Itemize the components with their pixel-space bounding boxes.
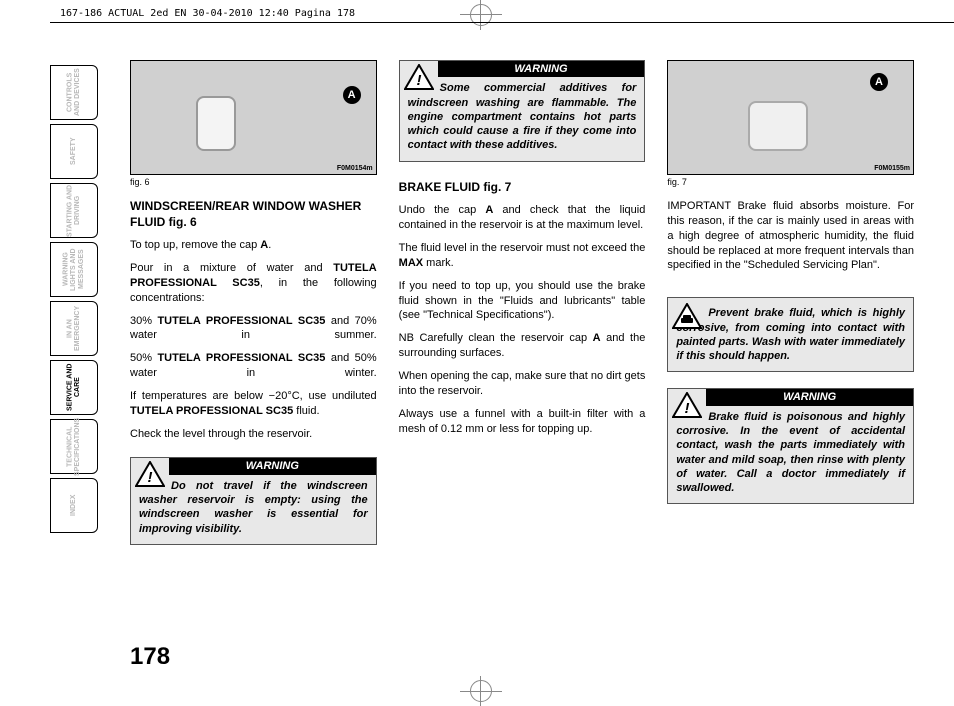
- warning-icon: !: [404, 64, 434, 90]
- side-tab: STARTING AND DRIVING: [50, 183, 98, 238]
- caution-box: Prevent brake fluid, which is highly cor…: [667, 297, 914, 372]
- warning-box: ! WARNING Brake fluid is poisonous and h…: [667, 388, 914, 504]
- warning-label: WARNING: [706, 389, 913, 405]
- body-text: If you need to top up, you should use th…: [399, 279, 646, 324]
- side-tab: SAFETY: [50, 124, 98, 179]
- figure-6: A F0M0154m: [130, 60, 377, 175]
- body-text: If temperatures are below −20°C, use und…: [130, 389, 377, 419]
- figure-code: F0M0155m: [874, 165, 910, 172]
- side-tab: TECHNICAL SPECIFICATIONS: [50, 419, 98, 474]
- warning-text: Some commercial additives for windscreen…: [408, 81, 637, 152]
- figure-badge-a: A: [870, 73, 888, 91]
- body-text: To top up, remove the cap A.: [130, 238, 377, 253]
- body-text: Undo the cap A and check that the liquid…: [399, 203, 646, 233]
- warning-text: Do not travel if the windscreen washer r…: [139, 479, 368, 536]
- body-text: NB Carefully clean the reservoir cap A a…: [399, 331, 646, 361]
- section-heading: WINDSCREEN/REAR WINDOW WASHER FLUID fig.…: [130, 199, 377, 230]
- page-number: 178: [130, 643, 170, 671]
- body-text: Check the level through the reservoir.: [130, 427, 377, 442]
- warning-icon: !: [135, 461, 165, 487]
- svg-text:!: !: [416, 72, 421, 89]
- car-icon: [672, 303, 702, 329]
- warning-label: WARNING: [169, 458, 376, 474]
- svg-text:!: !: [148, 469, 153, 486]
- figure-caption: fig. 6: [130, 177, 377, 187]
- page-content: A F0M0154m fig. 6 WINDSCREEN/REAR WINDOW…: [130, 60, 914, 646]
- warning-label: WARNING: [438, 61, 645, 77]
- body-text: The fluid level in the reservoir must no…: [399, 241, 646, 271]
- side-tab: WARNING LIGHTS AND MESSAGES: [50, 242, 98, 297]
- body-text: When opening the cap, make sure that no …: [399, 369, 646, 399]
- figure-caption: fig. 7: [667, 177, 914, 187]
- column-1: A F0M0154m fig. 6 WINDSCREEN/REAR WINDOW…: [130, 60, 377, 646]
- body-text: Pour in a mixture of water and TUTELA PR…: [130, 261, 377, 306]
- side-tab: INDEX: [50, 478, 98, 533]
- divider: [50, 22, 954, 23]
- warning-text: Brake fluid is poisonous and highly corr…: [676, 410, 905, 496]
- figure-code: F0M0154m: [337, 165, 373, 172]
- side-tab: IN AN EMERGENCY: [50, 301, 98, 356]
- body-text: IMPORTANT Brake fluid absorbs moisture. …: [667, 199, 914, 273]
- warning-box: ! WARNING Some commercial additives for …: [399, 60, 646, 162]
- warning-icon: !: [672, 392, 702, 418]
- warning-box: ! WARNING Do not travel if the windscree…: [130, 457, 377, 544]
- crop-mark: [480, 0, 481, 30]
- crop-mark: [460, 691, 502, 692]
- section-heading: BRAKE FLUID fig. 7: [399, 180, 646, 196]
- crop-mark: [460, 14, 502, 15]
- body-text: 50% TUTELA PROFESSIONAL SC35 and 50% wat…: [130, 351, 377, 381]
- body-text: 30% TUTELA PROFESSIONAL SC35 and 70% wat…: [130, 314, 377, 344]
- side-tab: SERVICE AND CARE: [50, 360, 98, 415]
- figure-badge-a: A: [343, 86, 361, 104]
- side-tab: CONTROLS AND DEVICES: [50, 65, 98, 120]
- crop-mark: [480, 676, 481, 706]
- svg-text:!: !: [685, 400, 690, 417]
- column-2: ! WARNING Some commercial additives for …: [399, 60, 646, 646]
- print-mark: 167-186 ACTUAL 2ed EN 30-04-2010 12:40 P…: [60, 8, 355, 19]
- caution-text: Prevent brake fluid, which is highly cor…: [676, 304, 905, 363]
- body-text: Always use a funnel with a built-in filt…: [399, 407, 646, 437]
- column-3: A F0M0155m fig. 7 IMPORTANT Brake fluid …: [667, 60, 914, 646]
- figure-7: A F0M0155m: [667, 60, 914, 175]
- side-tabs: CONTROLS AND DEVICESSAFETYSTARTING AND D…: [50, 65, 98, 537]
